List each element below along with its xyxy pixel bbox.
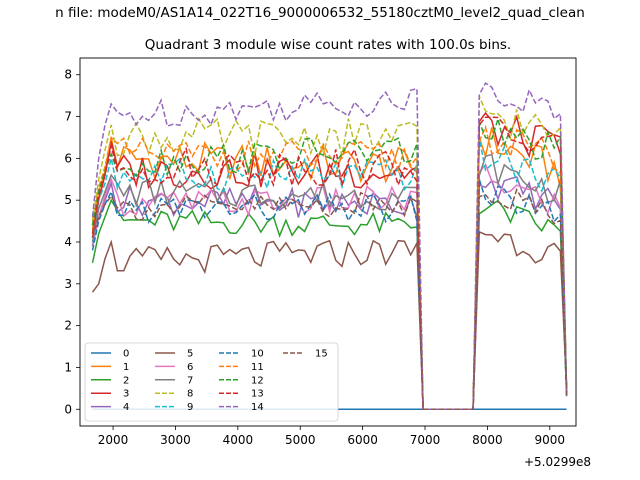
legend-label: 2 <box>123 375 129 386</box>
legend-label: 3 <box>123 389 129 400</box>
legend-label: 11 <box>251 362 264 373</box>
x-tick-label: 6000 <box>347 433 378 447</box>
x-axis-offset-label: +5.0299e8 <box>524 455 591 469</box>
legend-label: 5 <box>187 349 193 360</box>
series-line-7 <box>91 153 568 411</box>
y-tick-label: 5 <box>64 193 72 207</box>
legend-label: 0 <box>123 349 129 360</box>
x-tick-label: 8000 <box>472 433 503 447</box>
legend-label: 7 <box>187 375 193 386</box>
series-line-13 <box>91 116 568 411</box>
y-tick-label: 6 <box>64 151 72 165</box>
x-tick-label: 3000 <box>160 433 191 447</box>
series-line-15 <box>91 187 568 411</box>
legend-label: 14 <box>251 402 264 413</box>
series-line-3 <box>91 111 568 411</box>
x-tick-label: 9000 <box>535 433 566 447</box>
chart-title: Quadrant 3 module wise count rates with … <box>145 37 511 53</box>
x-tick-label: 5000 <box>285 433 316 447</box>
legend-label: 12 <box>251 375 264 386</box>
y-tick-label: 4 <box>64 235 72 249</box>
y-tick-label: 1 <box>64 360 72 374</box>
y-tick-label: 3 <box>64 277 72 291</box>
y-tick-label: 7 <box>64 110 72 124</box>
axes-frame <box>79 57 577 427</box>
legend-label: 8 <box>187 389 193 400</box>
legend-label: 1 <box>123 362 129 373</box>
series-line-5 <box>91 230 568 411</box>
legend-box <box>84 342 339 422</box>
plot-area <box>91 82 568 411</box>
legend-label: 6 <box>187 362 193 373</box>
y-tick-label: 2 <box>64 319 72 333</box>
series-line-14 <box>91 82 568 411</box>
legend-label: 13 <box>251 389 264 400</box>
x-axis: 2000 3000 4000 5000 6000 7000 8000 9000 <box>98 426 565 447</box>
x-tick-label: 4000 <box>223 433 254 447</box>
series-line-8 <box>91 96 568 411</box>
x-tick-label: 2000 <box>98 433 129 447</box>
series-line-11 <box>91 124 568 411</box>
y-tick-label: 8 <box>64 68 72 82</box>
legend-label: 15 <box>315 349 328 360</box>
legend-label: 9 <box>187 402 193 413</box>
legend-label: 4 <box>123 402 129 413</box>
series-line-12 <box>91 116 568 411</box>
series-line-2 <box>91 198 568 411</box>
series-line-9 <box>91 138 568 411</box>
figure-suptitle: n file: modeM0/AS1A14_022T16_9000006532_… <box>55 5 585 21</box>
x-tick-label: 7000 <box>410 433 441 447</box>
y-axis: 0 1 2 3 4 5 6 7 8 <box>64 68 80 416</box>
legend-label: 10 <box>251 349 264 360</box>
y-tick-label: 0 <box>64 402 72 416</box>
